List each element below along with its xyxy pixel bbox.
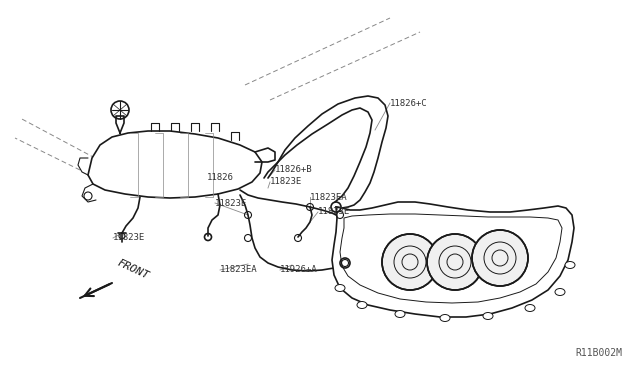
Ellipse shape xyxy=(335,285,345,292)
Ellipse shape xyxy=(395,311,405,317)
Text: 11826: 11826 xyxy=(207,173,234,182)
Text: 11926+A: 11926+A xyxy=(280,266,317,275)
Text: 11823EA: 11823EA xyxy=(310,192,348,202)
Text: 11823E: 11823E xyxy=(113,234,145,243)
Polygon shape xyxy=(88,131,262,198)
Circle shape xyxy=(472,230,528,286)
Text: 11823E: 11823E xyxy=(318,208,350,217)
Text: 11826+B: 11826+B xyxy=(275,166,312,174)
Circle shape xyxy=(382,234,438,290)
Text: 11823E: 11823E xyxy=(215,199,247,208)
Ellipse shape xyxy=(555,289,565,295)
Text: 11826+C: 11826+C xyxy=(390,99,428,108)
Text: 11823EA: 11823EA xyxy=(220,266,258,275)
Text: FRONT: FRONT xyxy=(116,258,151,281)
Text: R11B002M: R11B002M xyxy=(575,348,622,358)
Ellipse shape xyxy=(525,305,535,311)
Ellipse shape xyxy=(357,301,367,308)
Ellipse shape xyxy=(565,262,575,269)
Polygon shape xyxy=(332,202,574,317)
Circle shape xyxy=(427,234,483,290)
Ellipse shape xyxy=(440,314,450,321)
Ellipse shape xyxy=(483,312,493,320)
Text: 11823E: 11823E xyxy=(270,177,302,186)
